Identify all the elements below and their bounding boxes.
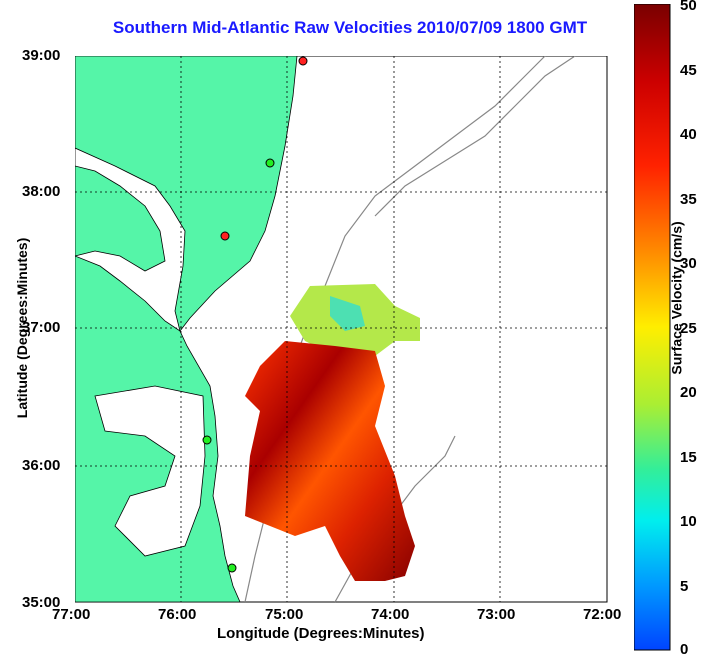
xtick-label: 74:00	[371, 606, 410, 623]
y-axis-label: Latitude (Degrees:Minutes)	[14, 237, 31, 419]
grid-lines	[75, 56, 607, 602]
colorbar-tick: 35	[680, 191, 697, 208]
station-marker	[220, 231, 230, 241]
pamlico-sound	[94, 385, 206, 557]
x-axis-label: Longitude (Degrees:Minutes)	[217, 625, 425, 642]
xtick-label: 75:00	[265, 606, 304, 623]
velocity-field-main	[245, 341, 415, 581]
ytick-label: 38:00	[22, 183, 61, 200]
bathymetry-contour-4	[374, 56, 576, 217]
station-marker	[227, 563, 237, 573]
colorbar-tick: 45	[680, 62, 697, 79]
ytick-label: 39:00	[22, 47, 61, 64]
station-marker	[298, 56, 308, 66]
xtick-label: 77:00	[52, 606, 91, 623]
xtick-label: 76:00	[158, 606, 197, 623]
xtick-label: 73:00	[477, 606, 516, 623]
velocity-field-slow	[330, 296, 365, 331]
colorbar-tick: 10	[680, 513, 697, 530]
map-plot	[75, 56, 608, 603]
colorbar-tick: 30	[680, 255, 697, 272]
colorbar-tick: 20	[680, 384, 697, 401]
colorbar-tick: 25	[680, 320, 697, 337]
colorbar-tick: 50	[680, 0, 697, 14]
chesapeake-bay	[75, 147, 186, 332]
colorbar-tick: 5	[680, 578, 689, 595]
ytick-label: 35:00	[22, 594, 61, 611]
colorbar-tick: 40	[680, 126, 697, 143]
ytick-label: 36:00	[22, 457, 61, 474]
xtick-label: 72:00	[583, 606, 622, 623]
station-marker	[202, 435, 212, 445]
bathymetry-contour-1	[324, 56, 546, 287]
station-marker	[265, 158, 275, 168]
colorbar-label: Surface Velocity (cm/s)	[668, 221, 685, 375]
map-title: Southern Mid-Atlantic Raw Velocities 201…	[112, 18, 588, 37]
colorbar	[634, 4, 671, 651]
colorbar-tick: 0	[680, 641, 689, 658]
colorbar-tick: 15	[680, 449, 697, 466]
ytick-label: 37:00	[22, 319, 61, 336]
